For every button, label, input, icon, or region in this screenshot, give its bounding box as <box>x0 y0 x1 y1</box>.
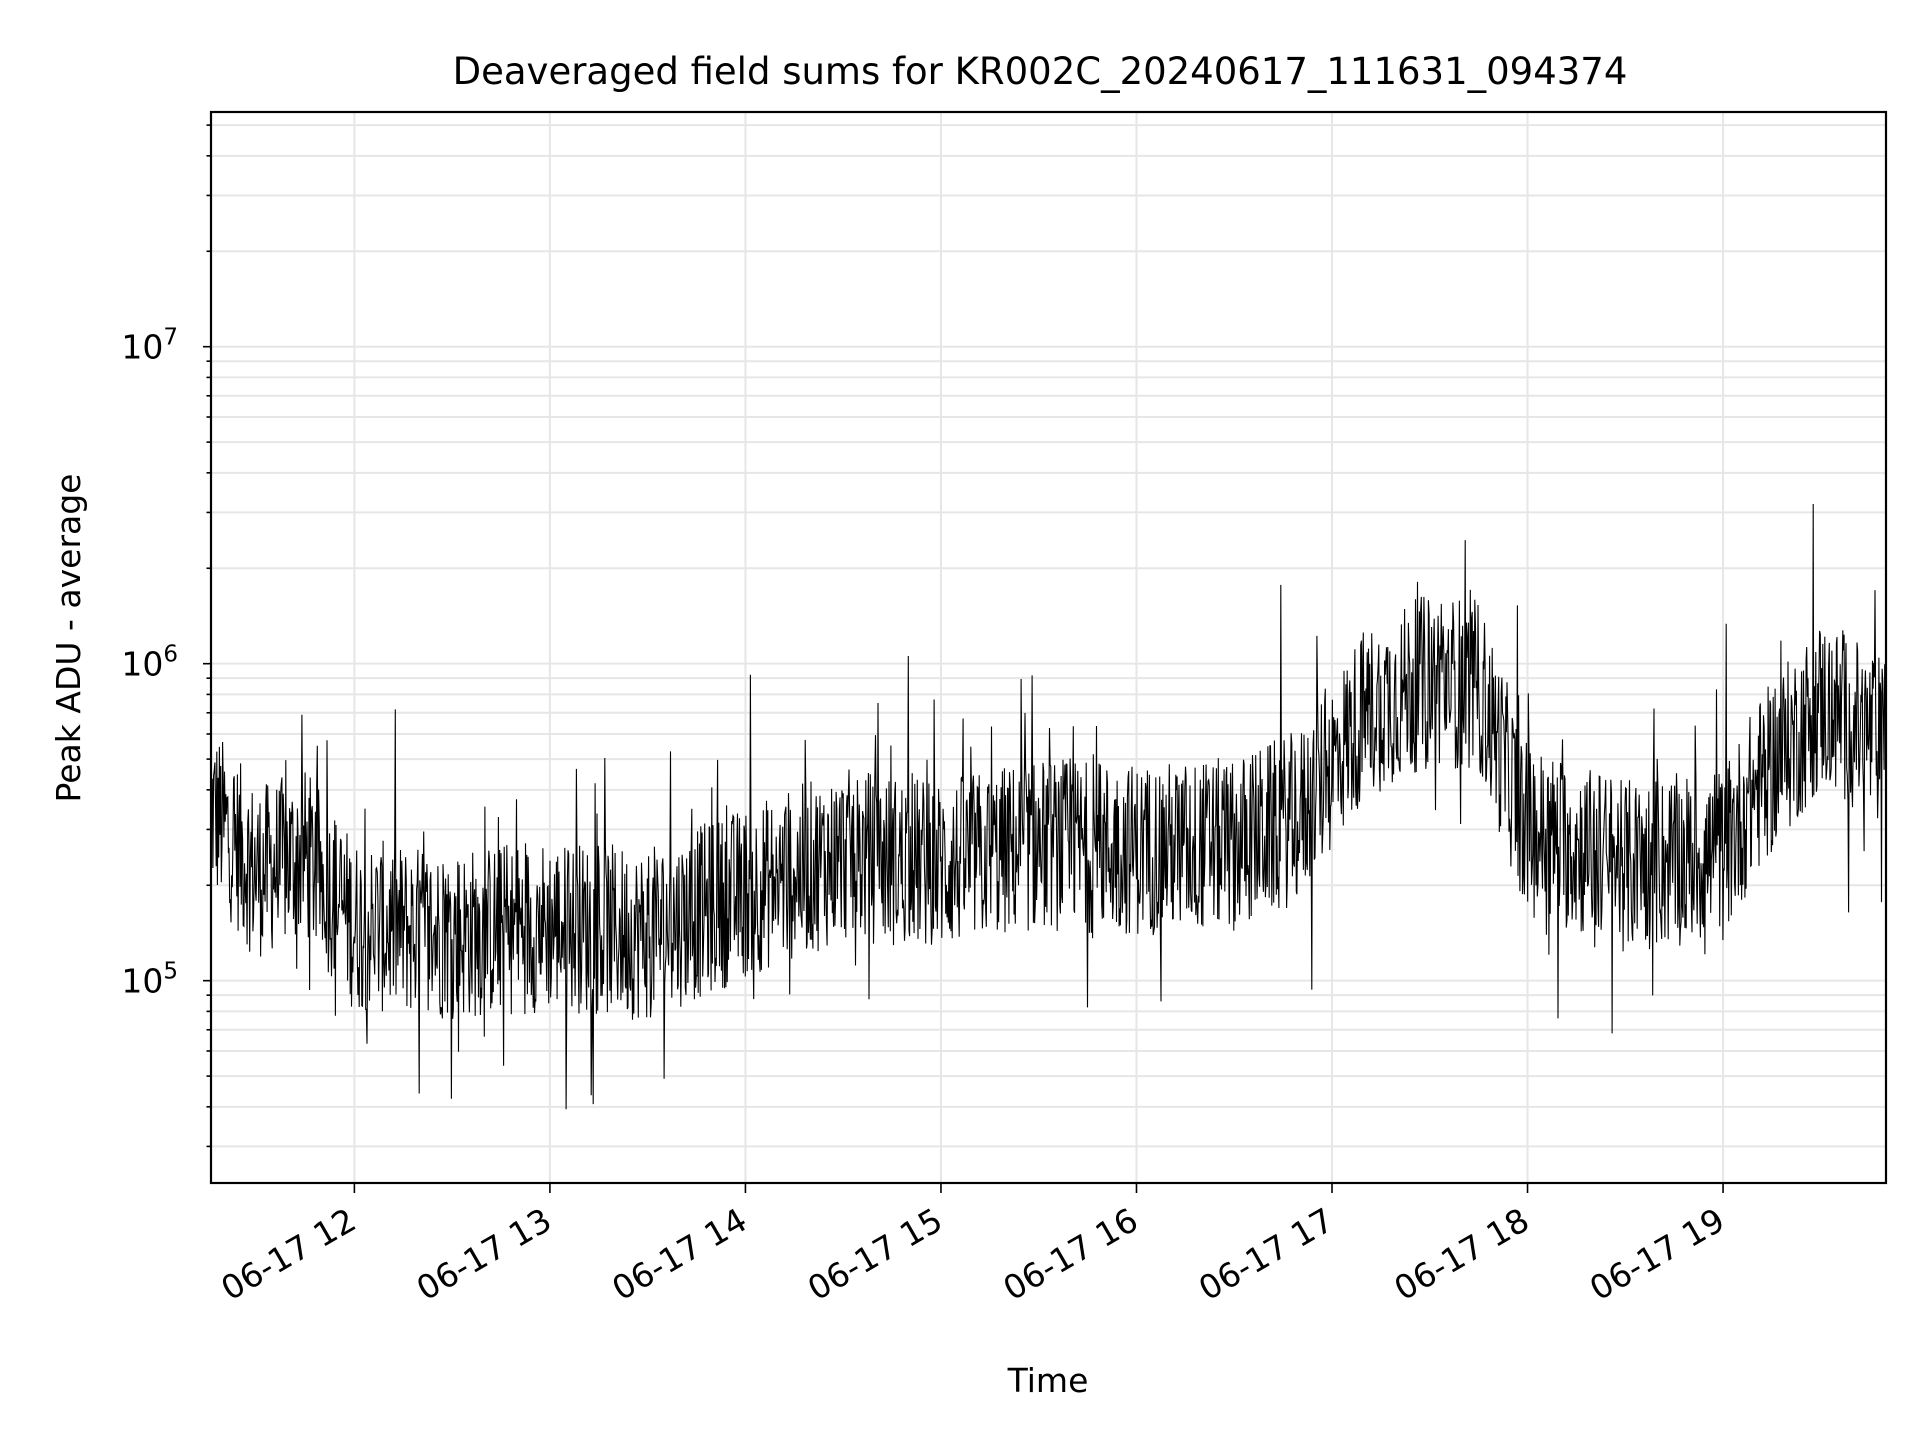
chart-title: Deaveraged field sums for KR002C_2024061… <box>453 50 1628 93</box>
y-tick-label: 106 <box>121 642 178 684</box>
x-tick-label: 06-17 17 <box>1192 1200 1340 1308</box>
y-tick-label: 105 <box>121 959 178 1001</box>
x-tick-label: 06-17 18 <box>1388 1200 1536 1308</box>
x-tick-label: 06-17 14 <box>605 1200 753 1308</box>
y-axis-label: Peak ADU - average <box>49 474 88 803</box>
y-axis: 105 106 107 <box>121 124 211 1148</box>
x-tick-label: 06-17 12 <box>214 1200 362 1308</box>
x-tick-label: 06-17 16 <box>996 1200 1144 1308</box>
grid <box>211 112 1886 1183</box>
x-tick-label: 06-17 19 <box>1583 1200 1731 1308</box>
x-axis-label: Time <box>1007 1361 1089 1400</box>
plot-frame <box>209 110 1888 1185</box>
y-tick-label: 107 <box>121 325 178 367</box>
series-line-group <box>210 503 1887 1110</box>
x-tick-label: 06-17 15 <box>801 1200 949 1308</box>
x-tick-label: 06-17 13 <box>410 1200 558 1308</box>
x-axis: 06-17 12 06-17 13 06-17 14 06-17 15 06-17 16… <box>214 1183 1731 1308</box>
data-series-line <box>210 503 1887 1110</box>
